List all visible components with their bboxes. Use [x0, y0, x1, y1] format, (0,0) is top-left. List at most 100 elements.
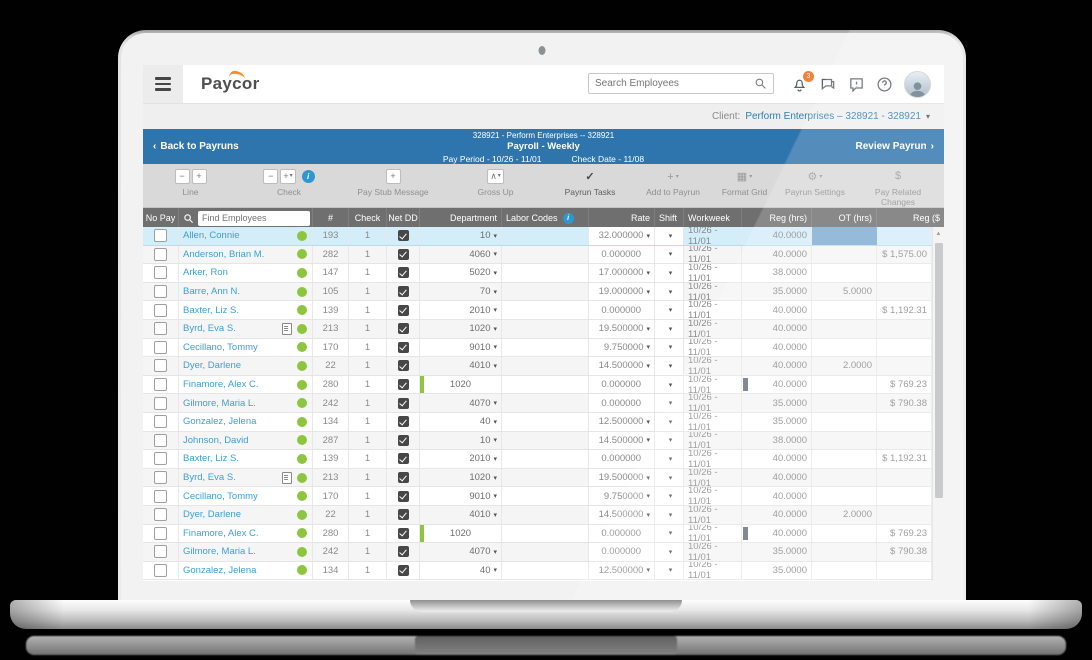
department-cell[interactable]: 1020 ▾ — [420, 468, 502, 487]
ot-hours-cell[interactable] — [812, 264, 877, 282]
col-labor-codes[interactable]: Labor Codes i — [502, 208, 589, 228]
chevron-down-icon[interactable]: ▾ — [493, 455, 497, 463]
shift-cell[interactable]: ▾ — [655, 375, 684, 394]
col-workweek[interactable]: Workweek — [684, 208, 742, 228]
chevron-down-icon[interactable]: ▾ — [668, 307, 673, 315]
rate-cell[interactable]: 9.750000 ▾ — [589, 487, 655, 505]
chevron-down-icon[interactable]: ▾ — [493, 362, 497, 370]
labor-codes-cell[interactable] — [502, 227, 589, 245]
chevron-down-icon[interactable]: ▾ — [668, 437, 673, 445]
rate-cell[interactable]: 0.000000 — [589, 375, 655, 394]
chevron-down-icon[interactable]: ▾ — [668, 530, 673, 538]
no-pay-checkbox[interactable] — [154, 396, 167, 410]
rate-cell[interactable]: 14.500000 ▾ — [589, 357, 655, 375]
toolbar-group-format-grid[interactable]: ▦ ▾ Format Grid — [711, 164, 778, 207]
reg-hours-cell[interactable]: 40.0000 — [742, 524, 812, 543]
shift-cell[interactable]: ▾ — [655, 338, 684, 357]
no-pay-checkbox[interactable] — [154, 285, 167, 299]
table-row[interactable]: Dyer, Darlene 22 1 4010 ▾ 14.500000 ▾ ▾ 10/26 - … — [143, 357, 932, 376]
shift-cell[interactable]: ▾ — [655, 524, 684, 543]
department-cell[interactable]: 4070 ▾ — [420, 543, 502, 561]
no-pay-checkbox[interactable] — [154, 359, 167, 373]
no-pay-checkbox[interactable] — [154, 303, 167, 317]
department-cell[interactable]: 9010 ▾ — [420, 338, 502, 357]
department-cell[interactable]: 10 ▾ — [420, 227, 502, 245]
ot-hours-cell[interactable]: 2.0000 — [812, 357, 877, 375]
no-pay-checkbox[interactable] — [154, 545, 167, 559]
table-row[interactable]: Gonzalez, Jelena 134 1 40 ▾ 12.500000 ▾ ▾ 10/26 … — [143, 561, 932, 581]
employee-name-link[interactable]: Byrd, Eva S. — [183, 472, 236, 484]
labor-codes-cell[interactable] — [502, 357, 589, 375]
net-dd-checkbox[interactable] — [397, 230, 409, 242]
line-remove-button[interactable]: − — [174, 169, 190, 184]
chevron-down-icon[interactable]: ▾ — [668, 362, 673, 370]
employee-name-link[interactable]: Gonzalez, Jelena — [183, 416, 257, 428]
department-cell[interactable]: 1020 ▾ — [420, 319, 502, 338]
reg-hours-cell[interactable]: 35.0000 — [742, 412, 812, 431]
chevron-down-icon[interactable]: ▾ — [668, 474, 673, 482]
ot-hours-cell[interactable] — [812, 487, 877, 505]
shift-cell[interactable]: ▾ — [655, 264, 684, 282]
scroll-up-icon[interactable]: ▲ — [935, 230, 942, 237]
labor-codes-cell[interactable] — [502, 412, 589, 431]
rate-cell[interactable]: 0.000000 — [589, 245, 655, 264]
chevron-down-icon[interactable]: ▾ — [493, 232, 497, 240]
ot-hours-cell[interactable]: 2.0000 — [812, 505, 877, 524]
col-rate[interactable]: Rate — [589, 208, 655, 228]
table-row[interactable]: Arker, Ron 147 1 5020 ▾ 17.000000 ▾ ▾ 10/26 - 11… — [143, 264, 932, 283]
ot-hours-cell[interactable] — [812, 450, 877, 468]
chevron-down-icon[interactable]: ▾ — [646, 325, 650, 333]
labor-codes-cell[interactable] — [502, 301, 589, 319]
ot-hours-cell[interactable] — [812, 375, 877, 394]
chevron-down-icon[interactable]: ▾ — [925, 112, 930, 121]
department-cell[interactable]: 4010 ▾ — [420, 505, 502, 524]
col-reg-hrs[interactable]: Reg (hrs) — [742, 208, 812, 228]
ot-hours-cell[interactable] — [812, 468, 877, 487]
table-row[interactable]: Finamore, Alex C. 280 1 1020 0.000000 ▾ 10/26 … — [143, 524, 932, 544]
rate-cell[interactable]: 9.750000 ▾ — [589, 338, 655, 357]
no-pay-checkbox[interactable] — [154, 266, 167, 280]
rate-cell[interactable]: 0.000000 — [589, 543, 655, 561]
reg-hours-cell[interactable]: 38.0000 — [742, 264, 812, 282]
col-number[interactable]: # — [313, 208, 349, 228]
shift-cell[interactable]: ▾ — [655, 543, 684, 561]
chevron-down-icon[interactable]: ▾ — [668, 251, 673, 259]
chevron-down-icon[interactable]: ▾ — [668, 548, 673, 556]
ot-hours-cell[interactable] — [812, 319, 877, 338]
shift-cell[interactable]: ▾ — [655, 301, 684, 319]
chevron-down-icon[interactable]: ▾ — [668, 288, 673, 296]
reg-hours-cell[interactable]: 40.0000 — [742, 301, 812, 319]
table-row[interactable]: Gonzalez, Jelena 134 1 40 ▾ 12.500000 ▾ ▾ 10/26 … — [143, 412, 932, 432]
col-ot-hrs[interactable]: OT (hrs) — [812, 208, 877, 228]
shift-cell[interactable]: ▾ — [655, 468, 684, 487]
department-cell[interactable]: 40 ▾ — [420, 561, 502, 580]
search-icon[interactable] — [183, 213, 194, 224]
notifications-bell-icon[interactable]: 3 — [791, 70, 814, 93]
employee-name-link[interactable]: Gonzalez, Jelena — [183, 564, 257, 576]
shift-cell[interactable]: ▾ — [655, 394, 684, 412]
no-pay-checkbox[interactable] — [154, 378, 167, 392]
employee-name-link[interactable]: Baxter, Liz S. — [183, 304, 239, 316]
reg-hours-cell[interactable]: 40.0000 — [742, 338, 812, 357]
chevron-down-icon[interactable]: ▾ — [493, 548, 497, 556]
labor-codes-cell[interactable] — [502, 524, 589, 543]
net-dd-checkbox[interactable] — [397, 527, 409, 539]
chevron-down-icon[interactable]: ▾ — [646, 344, 650, 352]
ot-hours-cell[interactable] — [812, 227, 877, 245]
shift-cell[interactable]: ▾ — [655, 561, 684, 580]
col-department[interactable]: Department — [420, 208, 502, 228]
net-dd-checkbox[interactable] — [397, 509, 409, 521]
table-row[interactable]: Dyer, Darlene 22 1 4010 ▾ 14.500000 ▾ ▾ 10/26 - … — [143, 505, 932, 525]
chevron-down-icon[interactable]: ▾ — [646, 269, 650, 277]
chevron-down-icon[interactable]: ▾ — [668, 269, 673, 277]
shift-cell[interactable]: ▾ — [655, 227, 684, 245]
labor-codes-cell[interactable] — [502, 338, 589, 357]
net-dd-checkbox[interactable] — [397, 286, 409, 298]
reg-hours-cell[interactable]: 40.0000 — [742, 357, 812, 375]
chevron-down-icon[interactable]: ▾ — [646, 418, 650, 426]
pay-stub-add-button[interactable]: + — [385, 169, 401, 184]
labor-codes-cell[interactable] — [502, 505, 589, 524]
rate-cell[interactable]: 0.000000 — [589, 450, 655, 468]
employee-name-link[interactable]: Gilmore, Maria L. — [183, 546, 256, 558]
rate-cell[interactable]: 19.000000 ▾ — [589, 282, 655, 301]
